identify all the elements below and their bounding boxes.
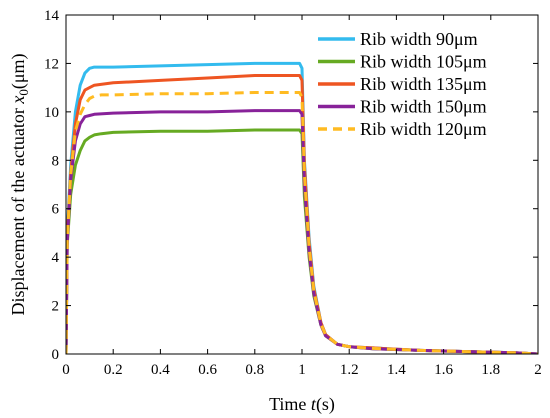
legend-label: Rib width 135μm <box>360 74 487 94</box>
x-tick-label: 1 <box>298 362 306 378</box>
x-tick-label: 1.2 <box>340 362 359 378</box>
y-axis-ticks: 0 2 4 6 8 10 12 14 <box>44 8 538 363</box>
legend-label: Rib width 150μm <box>360 97 487 117</box>
y-tick-label: 14 <box>44 8 60 24</box>
x-tick-label: 0.8 <box>245 362 264 378</box>
x-tick-label: 1.4 <box>387 362 406 378</box>
y-tick-label: 0 <box>52 347 60 363</box>
legend-label: Rib width 105μm <box>360 52 487 72</box>
y-tick-label: 6 <box>52 202 60 218</box>
x-axis-ticks: 0 0.2 0.4 0.6 0.8 1 1.2 1.4 1.6 1.8 2 <box>62 15 542 378</box>
y-tick-label: 2 <box>52 299 60 315</box>
y-tick-label: 8 <box>52 153 60 169</box>
y-tick-label: 10 <box>44 105 59 121</box>
series-line-3 <box>66 109 538 354</box>
x-tick-label: 1.6 <box>434 362 453 378</box>
series-line-1 <box>66 128 538 354</box>
x-tick-label: 0 <box>62 362 70 378</box>
y-tick-label: 4 <box>52 250 60 266</box>
series-line-4 <box>66 91 538 354</box>
x-tick-label: 2 <box>534 362 542 378</box>
x-axis-title: Time t(s) <box>269 394 335 415</box>
x-tick-label: 0.4 <box>151 362 170 378</box>
legend-label: Rib width 90μm <box>360 29 478 49</box>
y-axis-title: Displacement of the actuator x0(μm) <box>8 53 31 315</box>
plot-lines <box>66 61 538 354</box>
legend-label: Rib width 120μm <box>360 119 487 139</box>
x-tick-label: 0.2 <box>104 362 123 378</box>
x-tick-label: 0.6 <box>198 362 217 378</box>
y-tick-label: 12 <box>44 56 59 72</box>
x-tick-label: 1.8 <box>481 362 500 378</box>
